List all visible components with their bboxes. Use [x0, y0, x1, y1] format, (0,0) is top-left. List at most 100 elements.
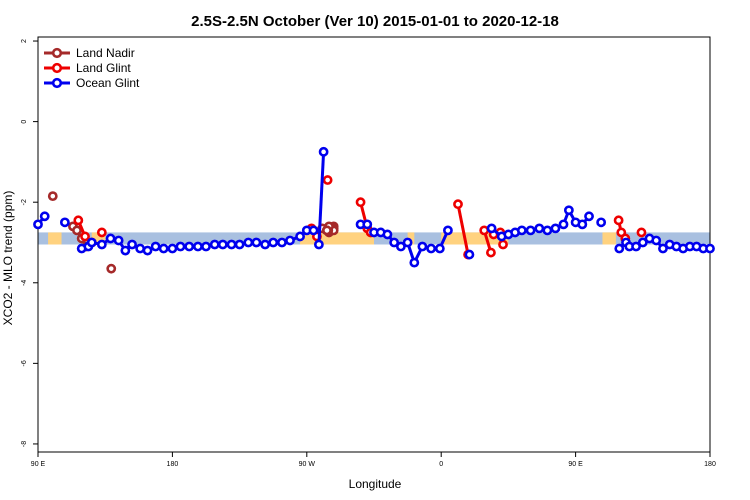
data-point [80, 231, 90, 242]
y-tick-label: -6 [21, 360, 28, 366]
x-tick-label: 180 [704, 461, 716, 468]
data-point [217, 239, 228, 250]
band-highlight [602, 232, 616, 245]
x-tick-label: 90 E [568, 461, 583, 468]
data-point [577, 219, 588, 230]
data-point [313, 239, 324, 250]
data-point [525, 225, 536, 236]
legend-swatch-marker [51, 77, 63, 89]
legend-label: Land Nadir [76, 46, 135, 60]
y-tick-label: -2 [21, 199, 28, 205]
series-land-nadir [47, 191, 339, 274]
data-point [631, 241, 641, 252]
data-point [142, 245, 153, 256]
x-tick-label: 180 [167, 461, 179, 468]
data-point [193, 241, 203, 252]
data-point [417, 241, 428, 252]
data-point [175, 241, 186, 252]
y-tick-label: 2 [21, 39, 28, 43]
x-tick-label: 90 E [31, 461, 46, 468]
legend-label: Land Glint [76, 61, 131, 75]
data-point [443, 225, 453, 236]
data-point [355, 197, 366, 208]
legend-swatch-marker [51, 47, 63, 59]
data-point [96, 239, 107, 250]
y-tick-label: -8 [21, 441, 28, 447]
data-point [584, 211, 594, 222]
series-layer [33, 146, 715, 274]
series-line [317, 151, 326, 245]
data-point [277, 237, 287, 248]
legend-swatch-marker [51, 62, 63, 74]
data-point [295, 231, 305, 242]
data-point [73, 215, 84, 226]
data-point [120, 245, 131, 256]
data-point [558, 219, 569, 230]
data-point [651, 235, 662, 246]
data-point [498, 239, 508, 250]
y-axis-label: XCO2 - MLO trend (ppm) [1, 191, 15, 326]
data-point [402, 237, 413, 248]
data-point [434, 243, 445, 254]
data-point [150, 241, 161, 252]
data-point [550, 223, 561, 234]
data-point [542, 225, 553, 236]
data-point [395, 241, 406, 252]
y-tick-label: 0 [21, 120, 28, 124]
data-point [362, 219, 373, 230]
data-point [322, 175, 333, 185]
data-point [464, 249, 475, 260]
data-point [563, 205, 574, 216]
data-point [636, 227, 647, 238]
data-point [113, 235, 124, 246]
series-line [456, 203, 470, 255]
data-point [705, 243, 715, 254]
data-point [285, 235, 295, 246]
data-point [234, 239, 245, 250]
data-point [105, 233, 116, 244]
data-point [158, 243, 169, 254]
data-point [613, 215, 624, 226]
data-point [534, 223, 545, 234]
data-point [226, 239, 237, 250]
data-point [184, 241, 195, 252]
data-point [637, 237, 648, 248]
x-axis-label: Longitude [349, 477, 402, 491]
series-ocean-glint [33, 146, 715, 268]
data-point [453, 199, 463, 210]
data-point [486, 223, 497, 234]
data-point [596, 217, 607, 228]
data-point [167, 243, 178, 254]
data-point [322, 225, 332, 236]
data-point [33, 219, 43, 230]
data-point [389, 237, 400, 248]
data-point [318, 146, 329, 157]
data-point [209, 239, 220, 250]
data-point [268, 237, 279, 248]
x-tick-label: 0 [439, 461, 443, 468]
data-point [243, 237, 254, 248]
data-point [251, 237, 262, 248]
data-point [426, 243, 437, 254]
x-tick-label: 90 W [299, 461, 316, 468]
data-point [260, 239, 271, 250]
data-point [59, 217, 70, 228]
data-point [86, 237, 97, 248]
legend-label: Ocean Glint [76, 76, 140, 90]
data-point [382, 229, 393, 240]
data-point [47, 191, 58, 202]
data-point [516, 225, 527, 236]
data-point [308, 225, 319, 236]
data-point [127, 239, 137, 250]
data-point [409, 257, 420, 268]
band-highlight [407, 232, 415, 245]
data-point [106, 263, 117, 274]
band-highlight [48, 232, 62, 245]
data-point [72, 225, 82, 236]
data-point [614, 243, 625, 254]
data-point [486, 247, 496, 258]
data-point [658, 243, 668, 254]
y-tick-label: -4 [21, 280, 28, 286]
